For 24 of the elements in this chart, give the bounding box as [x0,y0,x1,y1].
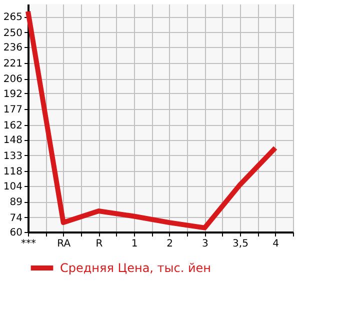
legend-label: Средняя Цена, тыс. йен [60,261,212,275]
x-tick-label: 2 [166,238,174,250]
y-tick-label: 206 [3,74,22,86]
x-tick-label: 3,5 [232,238,248,250]
y-tick-label: 118 [3,166,22,178]
y-tick-label: 192 [3,88,22,100]
y-tick-label: 177 [3,104,22,116]
x-tick-label: 1 [131,238,138,250]
y-tick-label: 148 [3,135,22,146]
y-tick-label: 221 [3,58,22,70]
y-tick-label: 162 [3,120,22,132]
y-tick-label: 60 [10,228,22,238]
x-tick-label: R [96,238,103,250]
y-tick-label: 236 [3,42,22,54]
y-tick-label: 74 [10,212,22,224]
y-tick-label: 104 [3,181,22,192]
x-tick-label: 4 [272,238,280,250]
y-tick-label: 133 [3,150,22,162]
y-tick-label: 250 [3,28,22,39]
y-tick-label: 265 [3,12,22,24]
y-tick-label: 89 [10,197,22,208]
x-tick-label: *** [21,238,36,250]
x-tick-label: RA [57,238,71,250]
x-tick-label: 3 [202,238,208,250]
